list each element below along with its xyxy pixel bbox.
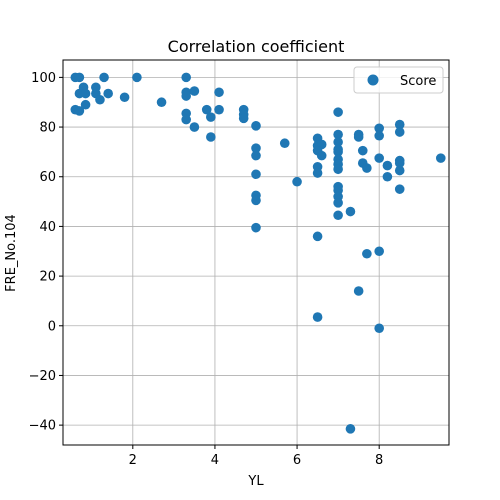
data-point bbox=[374, 153, 384, 163]
data-point bbox=[132, 72, 142, 83]
data-point bbox=[394, 127, 405, 137]
data-point bbox=[374, 130, 384, 141]
data-point bbox=[80, 99, 91, 110]
data-point bbox=[251, 143, 261, 153]
data-point bbox=[333, 129, 343, 140]
data-point bbox=[333, 198, 343, 208]
data-point bbox=[214, 104, 224, 115]
y-tick-label: 20 bbox=[39, 270, 56, 285]
y-tick-label: 60 bbox=[39, 170, 56, 185]
data-point bbox=[181, 72, 191, 83]
plot-frame bbox=[62, 59, 450, 446]
x-axis-label: YL bbox=[247, 474, 264, 489]
legend-box bbox=[353, 66, 444, 94]
data-point bbox=[279, 138, 290, 149]
y-axis: −40 −20 0 20 40 60 80 100 bbox=[29, 71, 63, 434]
data-point bbox=[95, 94, 105, 105]
y-tick-label: −20 bbox=[29, 369, 56, 384]
data-point bbox=[103, 88, 113, 99]
y-axis-label: FRE_No.104 bbox=[4, 214, 19, 292]
data-point bbox=[382, 171, 393, 182]
data-point bbox=[80, 88, 91, 99]
legend: Score bbox=[353, 66, 444, 94]
data-point bbox=[156, 97, 167, 108]
x-tick-label: 6 bbox=[293, 453, 301, 468]
data-point bbox=[312, 168, 323, 178]
data-point bbox=[251, 150, 261, 161]
x-tick-label: 8 bbox=[375, 453, 383, 468]
data-point bbox=[374, 123, 384, 134]
data-point bbox=[206, 132, 216, 142]
data-point bbox=[333, 107, 343, 117]
data-point bbox=[345, 424, 356, 434]
data-point bbox=[394, 158, 405, 168]
legend-label-score: Score bbox=[400, 74, 436, 89]
data-point bbox=[316, 150, 327, 161]
chart-title: Correlation coefficient bbox=[168, 37, 345, 56]
data-point bbox=[99, 72, 109, 83]
data-point bbox=[394, 184, 405, 194]
data-point bbox=[333, 164, 343, 175]
data-point bbox=[374, 246, 384, 257]
data-point bbox=[189, 122, 200, 132]
data-point bbox=[189, 86, 200, 96]
data-point bbox=[374, 323, 384, 334]
data-point bbox=[251, 195, 261, 206]
data-point bbox=[251, 169, 261, 180]
data-point bbox=[238, 113, 249, 124]
data-point bbox=[206, 112, 216, 122]
legend-marker bbox=[367, 74, 379, 86]
data-point bbox=[362, 248, 372, 259]
data-point bbox=[394, 165, 405, 176]
data-point bbox=[74, 72, 85, 83]
data-point bbox=[312, 312, 323, 322]
y-tick-label: 0 bbox=[48, 319, 56, 334]
data-point bbox=[345, 206, 356, 217]
data-point bbox=[312, 231, 323, 242]
data-point bbox=[353, 286, 364, 296]
data-point bbox=[201, 104, 212, 115]
data-point bbox=[251, 121, 261, 131]
data-point bbox=[333, 210, 343, 221]
x-tick-label: 4 bbox=[211, 453, 219, 468]
data-point bbox=[119, 92, 130, 103]
data-point bbox=[74, 106, 85, 116]
data-point bbox=[181, 91, 191, 101]
data-point bbox=[435, 153, 446, 163]
data-point bbox=[181, 114, 191, 125]
data-point bbox=[362, 163, 372, 173]
data-point bbox=[251, 222, 261, 233]
data-point bbox=[357, 145, 368, 156]
y-tick-label: −40 bbox=[29, 419, 56, 434]
data-point bbox=[333, 137, 343, 147]
data-point bbox=[353, 132, 364, 142]
x-tick-label: 2 bbox=[129, 453, 137, 468]
data-point bbox=[333, 147, 343, 157]
data-point bbox=[382, 160, 393, 171]
data-point bbox=[214, 87, 224, 98]
data-points bbox=[70, 72, 446, 434]
x-axis: 2 4 6 8 bbox=[129, 445, 383, 468]
y-tick-label: 40 bbox=[39, 220, 56, 235]
y-tick-label: 100 bbox=[31, 71, 56, 86]
y-tick-label: 80 bbox=[39, 121, 56, 136]
data-point bbox=[394, 119, 405, 130]
data-point bbox=[292, 176, 302, 187]
